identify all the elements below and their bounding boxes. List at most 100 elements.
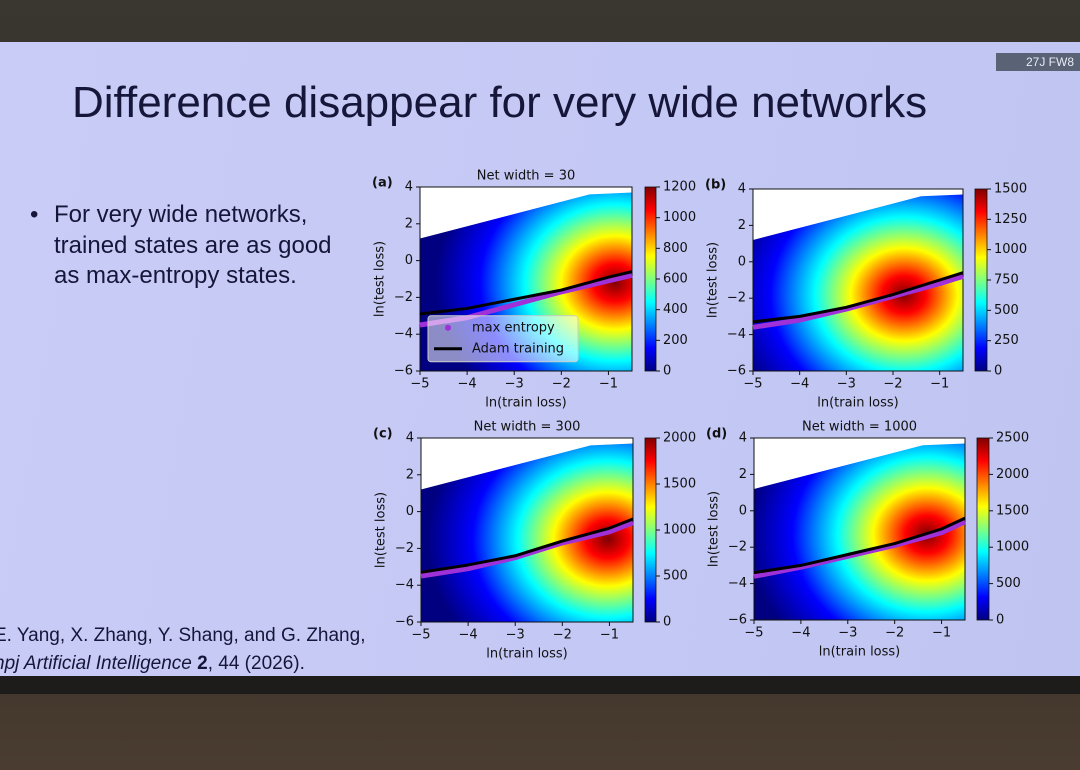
x-tick-label: −1 — [932, 626, 951, 641]
x-tick-label: −5 — [411, 628, 430, 643]
y-tick-label: 0 — [405, 253, 413, 268]
y-tick-label: −2 — [728, 540, 747, 555]
colorbar-tick-label: 800 — [663, 241, 688, 256]
y-axis-label: ln(test loss) — [707, 491, 722, 567]
colorbar-tick-label: 1500 — [663, 477, 696, 492]
x-tick-label: −2 — [885, 626, 904, 641]
plot-frame — [753, 437, 966, 621]
colorbar-tick-label: 2000 — [996, 467, 1029, 482]
y-tick-label: 4 — [739, 431, 747, 446]
pages-year: , 44 (2026). — [207, 653, 305, 674]
colorbar-tick-label: 2000 — [663, 431, 696, 446]
screen-frame — [0, 676, 1080, 694]
x-tick-label: −3 — [838, 626, 857, 641]
chart-title: Net width = 30 — [477, 169, 575, 184]
colorbar-tick-label: 500 — [663, 569, 688, 584]
corner-badge: 27J FW8 — [995, 53, 1080, 71]
x-tick-label: −4 — [791, 626, 810, 641]
x-tick-label: −4 — [458, 377, 477, 392]
colorbar-tick-label: 1200 — [663, 180, 696, 195]
colorbar-tick-label: 250 — [994, 333, 1019, 348]
legend-label: max entropy — [472, 320, 555, 335]
x-tick-label: −3 — [505, 377, 524, 392]
citation-authors: E. Yang, X. Zhang, Y. Shang, and G. Zhan… — [0, 625, 366, 646]
volume: 2 — [197, 653, 208, 674]
colorbar-tick-label: 200 — [663, 333, 688, 348]
colorbar-tick-label: 1500 — [994, 182, 1027, 197]
x-axis-label: ln(train loss) — [817, 396, 899, 411]
y-tick-label: −6 — [728, 613, 747, 628]
y-tick-label: −4 — [727, 327, 746, 342]
y-tick-label: 2 — [406, 467, 414, 482]
x-tick-label: −2 — [883, 377, 902, 392]
x-tick-label: −4 — [459, 628, 478, 643]
x-tick-label: −5 — [743, 377, 762, 392]
y-tick-label: 2 — [405, 216, 413, 231]
y-tick-label: −2 — [395, 541, 414, 556]
colorbar-tick-label: 2500 — [996, 431, 1029, 446]
y-tick-label: 0 — [738, 254, 746, 269]
x-tick-label: −2 — [553, 628, 572, 643]
colorbar-tick-label: 1500 — [996, 503, 1029, 518]
colorbar-tick-label: 500 — [994, 303, 1019, 318]
x-axis-label: ln(train loss) — [485, 396, 567, 411]
colorbar-tick-label: 1000 — [663, 523, 696, 538]
series-line — [752, 273, 964, 330]
citation: E. Yang, X. Zhang, Y. Shang, and G. Zhan… — [0, 622, 365, 678]
colorbar-tick-label: 750 — [994, 273, 1019, 288]
legend-box — [427, 315, 579, 363]
x-tick-label: −1 — [600, 628, 619, 643]
y-tick-label: −4 — [728, 576, 747, 591]
empty-region — [754, 438, 965, 489]
colorbar — [974, 188, 988, 372]
x-axis-label: ln(train loss) — [819, 645, 901, 660]
panel-label: (a) — [372, 176, 393, 191]
x-tick-label: −1 — [930, 377, 949, 392]
y-axis-label: ln(test loss) — [706, 242, 721, 318]
panel-label: (b) — [705, 178, 726, 193]
panel-label: (d) — [706, 427, 727, 442]
y-tick-label: −2 — [727, 291, 746, 306]
colorbar-tick-label: 0 — [996, 613, 1004, 628]
colorbar-tick-label: 1250 — [994, 212, 1027, 227]
series-line — [420, 517, 634, 574]
y-axis-label: ln(test loss) — [374, 492, 389, 568]
colorbar-tick-label: 600 — [663, 272, 688, 287]
journal: npj Artificial Intelligence — [0, 653, 192, 674]
y-tick-label: −6 — [395, 615, 414, 630]
empty-region — [421, 438, 633, 490]
slide-title: Difference disappear for very wide netwo… — [72, 78, 928, 127]
panel-label: (c) — [373, 427, 393, 442]
citation-ref: npj Artificial Intelligence 2, 44 (2026)… — [0, 650, 365, 678]
x-axis-label: ln(train loss) — [486, 647, 568, 662]
y-tick-label: −6 — [394, 364, 413, 379]
x-tick-label: −2 — [552, 377, 571, 392]
legend-label: Adam training — [472, 341, 564, 356]
colorbar-tick-label: 0 — [663, 364, 671, 379]
y-tick-label: 4 — [405, 180, 413, 195]
colorbar-tick-label: 1000 — [996, 540, 1029, 555]
y-tick-label: 4 — [738, 182, 746, 197]
series-line — [752, 271, 964, 324]
y-tick-label: −6 — [727, 364, 746, 379]
colorbar — [976, 437, 990, 621]
y-tick-label: 0 — [406, 504, 414, 519]
empty-region — [420, 187, 632, 239]
series-line — [753, 519, 967, 579]
colorbar-tick-label: 0 — [994, 364, 1002, 379]
y-tick-label: 2 — [739, 467, 747, 482]
y-tick-label: −2 — [394, 290, 413, 305]
y-tick-label: −4 — [394, 327, 413, 342]
x-tick-label: −5 — [744, 626, 763, 641]
colorbar — [644, 186, 657, 372]
series-line — [419, 270, 633, 316]
colorbar-tick-label: 1000 — [994, 242, 1027, 257]
colorbar-tick-label: 1000 — [663, 210, 696, 225]
y-tick-label: −4 — [395, 578, 414, 593]
series-line — [753, 516, 966, 575]
legend-swatch — [445, 324, 451, 331]
x-tick-label: −3 — [506, 628, 525, 643]
series-line — [420, 520, 634, 579]
